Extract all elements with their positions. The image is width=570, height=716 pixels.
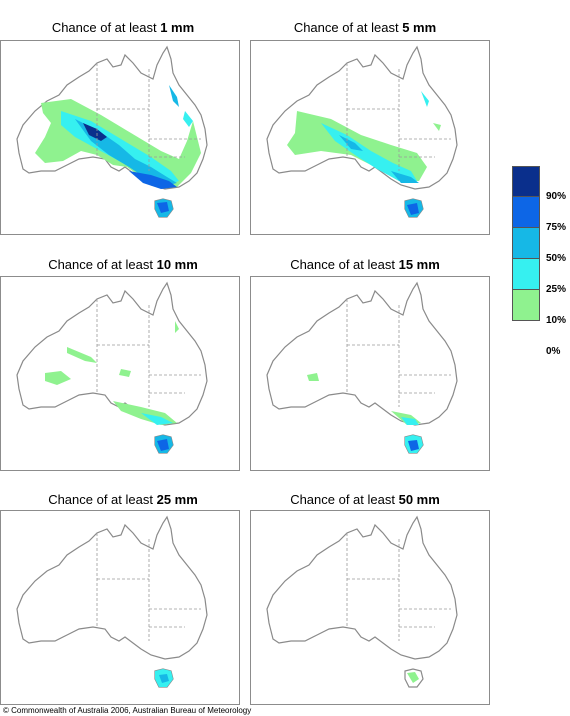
panel-title: Chance of at least 25 mm (48, 492, 198, 507)
legend-swatch (512, 166, 540, 197)
legend-swatch (512, 290, 540, 321)
legend-swatch (512, 259, 540, 290)
copyright-footer: © Commonwealth of Australia 2006, Austra… (3, 706, 252, 715)
rainfall-map-50mm (250, 510, 490, 705)
legend-label: 10% (546, 315, 567, 326)
legend-swatch (512, 197, 540, 228)
rainfall-map-25mm (0, 510, 240, 705)
rainfall-map-15mm (250, 276, 490, 471)
panel-title: Chance of at least 10 mm (48, 257, 198, 272)
legend-label: 50% (546, 253, 567, 264)
rainfall-map-10mm (0, 276, 240, 471)
legend-swatch (512, 228, 540, 259)
panel-title: Chance of at least 50 mm (290, 492, 440, 507)
panel-title: Chance of at least 15 mm (290, 257, 440, 272)
rainfall-map-1mm (0, 40, 240, 235)
rainfall-map-5mm (250, 40, 490, 235)
legend-label: 90% (546, 191, 567, 202)
probability-legend (512, 166, 540, 321)
legend-label: 0% (546, 346, 561, 357)
panel-title: Chance of at least 1 mm (51, 20, 195, 35)
panel-title: Chance of at least 5 mm (293, 20, 437, 35)
legend-label: 25% (546, 284, 567, 295)
legend-label: 75% (546, 222, 567, 233)
